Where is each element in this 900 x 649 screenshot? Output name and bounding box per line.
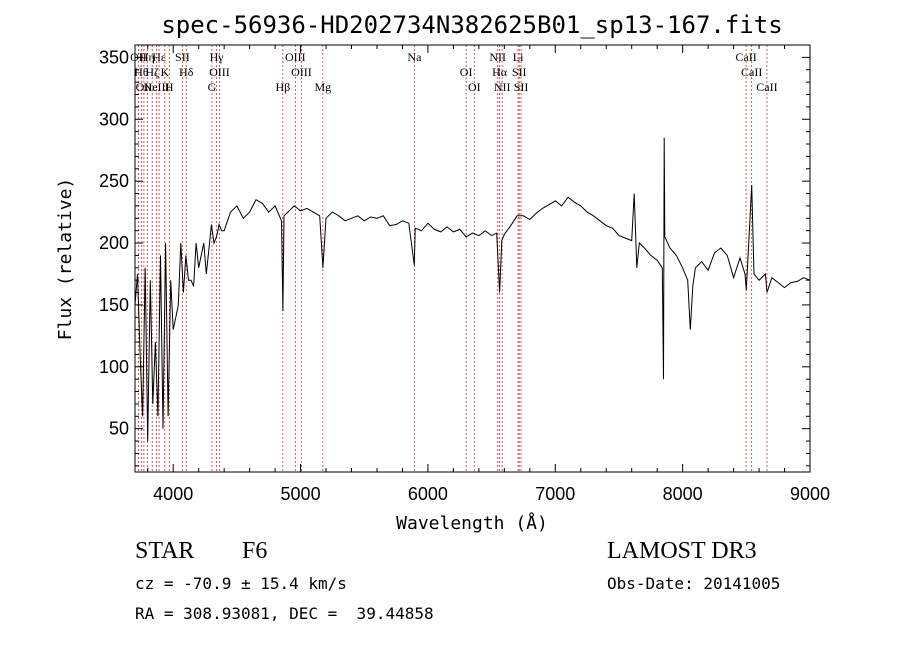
line-marker-label: Hβ	[275, 80, 290, 94]
line-marker-label: NII	[494, 80, 511, 94]
line-marker-label: OII	[136, 80, 153, 94]
y-axis-label: Flux (relative)	[55, 178, 76, 341]
line-marker-label: Hη	[140, 50, 155, 64]
survey-name: LAMOST DR3	[607, 538, 757, 564]
line-marker-label: SII	[514, 80, 529, 94]
object-type: STAR	[135, 538, 195, 564]
observation-date: Obs-Date: 20141005	[607, 574, 781, 593]
line-marker-label: CaII	[741, 65, 762, 79]
line-marker-label: H	[165, 80, 174, 94]
coordinates: RA = 308.93081, DEC = 39.44858	[135, 604, 434, 623]
line-marker-label: OIII	[291, 65, 312, 79]
line-marker-label: Hζ	[145, 65, 159, 79]
line-label-group: OIIHθOIIHηHζNeIIIHεKHSIIHδGHγOIIIHβOIIIO…	[130, 50, 778, 94]
line-marker-label: OI	[468, 80, 481, 94]
line-marker-label: CaII	[735, 50, 756, 64]
line-marker-label: OIII	[285, 50, 306, 64]
line-marker-label: Hδ	[179, 65, 194, 79]
line-marker-label: K	[160, 65, 169, 79]
line-marker-label: Mg	[315, 80, 332, 94]
y-tick-label: 100	[99, 357, 129, 377]
x-tick-label: 8000	[663, 484, 703, 504]
y-tick-label: 150	[99, 295, 129, 315]
spectrum-series-line	[134, 137, 811, 442]
line-marker-label: Na	[407, 50, 422, 64]
x-tick-label: 9000	[790, 484, 830, 504]
line-marker-label: OIII	[209, 65, 230, 79]
y-tick-label: 200	[99, 233, 129, 253]
y-tick-label: 50	[109, 419, 129, 439]
line-marker-label: OI	[460, 65, 473, 79]
x-tick-label: 4000	[153, 484, 193, 504]
line-marker-label: Hθ	[134, 65, 149, 79]
chart-title: spec-56936-HD202734N382625B01_sp13-167.f…	[161, 11, 782, 39]
line-marker-label: NII	[489, 50, 506, 64]
x-tick-label: 5000	[281, 484, 321, 504]
line-marker-label: Hε	[152, 50, 166, 64]
line-marker-label: Hα	[492, 65, 508, 79]
plot-frame	[134, 44, 811, 473]
line-marker-label: NeIII	[144, 80, 170, 94]
redshift-velocity: cz = -70.9 ± 15.4 km/s	[135, 574, 347, 593]
x-axis-label: Wavelength (Å)	[396, 512, 548, 534]
line-marker-label: SII	[512, 65, 527, 79]
object-subclass: F6	[242, 538, 268, 564]
y-tick-label: 300	[99, 109, 129, 129]
line-marker-label: Li	[513, 50, 524, 64]
y-tick-label: 350	[99, 47, 129, 67]
line-marker-label: CaII	[756, 80, 777, 94]
line-marker-label: Hγ	[210, 50, 225, 64]
line-marker-group	[138, 45, 768, 472]
x-tick-label: 7000	[535, 484, 575, 504]
spectrum-chart: spec-56936-HD202734N382625B01_sp13-167.f…	[55, 11, 830, 534]
y-tick-label: 250	[99, 171, 129, 191]
line-marker-label: SII	[175, 50, 190, 64]
y-axis: 50 100 150 200 250 300 350	[99, 47, 810, 467]
line-marker-label: G	[208, 80, 217, 94]
x-tick-label: 6000	[408, 484, 448, 504]
x-axis: 4000 5000 6000 7000 8000 9000	[147, 45, 830, 504]
